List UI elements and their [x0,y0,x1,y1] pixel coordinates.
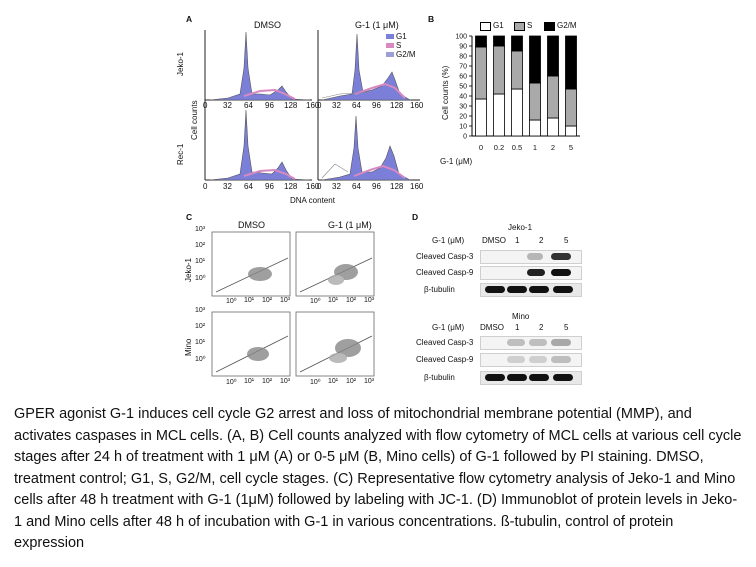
bar-G2M-0.5 [512,36,523,51]
bar-G2M-2 [548,36,559,76]
bar-S-0 [476,47,487,99]
panel-c-yticks-top: 10³ 10² 10¹ 10⁰ [195,226,209,288]
panel-c-row-label-jeko: Jeko-1 [184,258,193,282]
hist-jeko-dmso [210,32,310,100]
bar-S-1 [530,83,541,120]
bar-G1-0.5 [512,89,523,136]
blot-jeko-row-tubulin: β-tubulin [424,285,455,294]
bar-S-5 [566,89,577,126]
bar-G1-0 [476,99,487,136]
blot-mino-title: Mino [512,312,529,321]
blot-jeko-row-casp9: Cleaved Casp-9 [416,268,473,277]
panel-a-xticks-top-left: 0 32 64 96 128 160 [200,101,315,113]
y-tick-label: 10 [459,124,467,131]
panel-a-x-label: DNA content [290,196,335,205]
y-tick-label: 90 [459,44,467,51]
y-tick-label: 60 [459,74,467,81]
panel-c-xticks-bottom-right: 10⁰ 10¹ 10² 10³ [306,378,386,388]
blot-mino-header: G-1 (μM) DMSO 1 2 5 [424,323,584,333]
panel-a-row-label-rec: Rec-1 [176,144,185,165]
bar-G2M-0 [476,36,487,47]
x-tick-label: 2 [551,143,555,152]
blot-mino-row-casp9: Cleaved Casp-9 [416,355,473,364]
panel-b-stacked-bar-chart: 0 10 20 30 40 50 60 70 80 90 100 0 0.2 0.5 1 2 5 [450,30,585,155]
blot-jeko-header: G-1 (μM) DMSO 1 2 5 [424,236,584,246]
bar-G2M-5 [566,36,577,89]
panel-c-yticks-bottom: 10³ 10² 10¹ 10⁰ [195,307,209,369]
blot-jeko-casp3-strip [480,250,582,264]
blot-mino-tubulin-strip [480,371,582,385]
bar-G1-5 [566,126,577,136]
hist-rec-g1 [322,116,410,180]
blot-jeko-tubulin-strip [480,283,582,297]
bar-S-0.2 [494,46,505,94]
bar-S-2 [548,76,559,118]
blot-mino-row-casp3: Cleaved Casp-3 [416,338,473,347]
panel-c-xticks-top-left: 10⁰ 10¹ 10² 10³ [222,297,302,307]
blot-mino-casp3-strip [480,336,582,350]
y-tick-label: 100 [455,34,467,41]
panel-c-xticks-bottom-left: 10⁰ 10¹ 10² 10³ [222,378,302,388]
panel-d-letter: D [412,212,418,222]
panel-a-xticks-bottom-left: 0 32 64 96 128 160 [200,182,315,194]
panel-a-xticks-bottom-right: 0 32 64 96 128 160 [314,182,424,194]
bar-G1-2 [548,118,559,136]
panel-c-row-label-mino: Mino [184,339,193,356]
y-tick-label: 80 [459,54,467,61]
x-tick-label: 5 [569,143,573,152]
legend-s-label: S [396,41,401,50]
hist-rec-dmso [210,110,310,180]
y-tick-label: 50 [459,84,467,91]
bar-S-0.5 [512,51,523,89]
y-tick-label: 30 [459,104,467,111]
y-tick-label: 20 [459,114,467,121]
panel-c-letter: C [186,212,192,222]
panel-b-ylabel: Cell counts (%) [441,66,450,120]
legend-label-g1: G1 [493,21,504,30]
blot-mino-row-tubulin: β-tubulin [424,373,455,382]
y-tick-label: 40 [459,94,467,101]
bar-G2M-1 [530,36,541,83]
x-tick-label: 0.5 [512,143,522,152]
y-tick-label: 70 [459,64,467,71]
panel-c-col-title-dmso: DMSO [238,220,265,230]
panel-a-row-label-jeko: Jeko-1 [176,52,185,76]
figure-caption: GPER agonist G-1 induces cell cycle G2 a… [14,404,744,555]
bar-G2M-0.2 [494,36,505,46]
x-tick-label: 0.2 [494,143,504,152]
panel-a-xticks-top-right: 0 32 64 96 128 160 [314,101,424,113]
legend-label-g2m: G2/M [557,21,577,30]
panel-a-legend [386,34,394,57]
panel-b-letter: B [428,14,434,24]
x-tick-label: 1 [533,143,537,152]
x-tick-label: 0 [479,143,483,152]
legend-label-s: S [527,21,532,30]
panel-a-letter: A [186,14,192,24]
panel-a-y-label: Cell counts [190,100,199,140]
blot-jeko-title: Jeko-1 [508,223,532,232]
panel-c-flow-plots [208,230,378,390]
panel-b-xlabel-prefix: G-1 (μM) [440,157,472,166]
blot-mino-casp9-strip [480,353,582,367]
blot-jeko-casp9-strip [480,266,582,280]
panel-c-xticks-top-right: 10⁰ 10¹ 10² 10³ [306,297,386,307]
panel-c-col-title-g1: G-1 (1 μM) [328,220,372,230]
y-tick-label: 0 [463,134,467,141]
legend-g2m-label: G2/M [396,50,416,59]
bar-G1-1 [530,120,541,136]
bar-G1-0.2 [494,94,505,136]
legend-g1-label: G1 [396,32,407,41]
blot-jeko-row-casp3: Cleaved Casp-3 [416,252,473,261]
